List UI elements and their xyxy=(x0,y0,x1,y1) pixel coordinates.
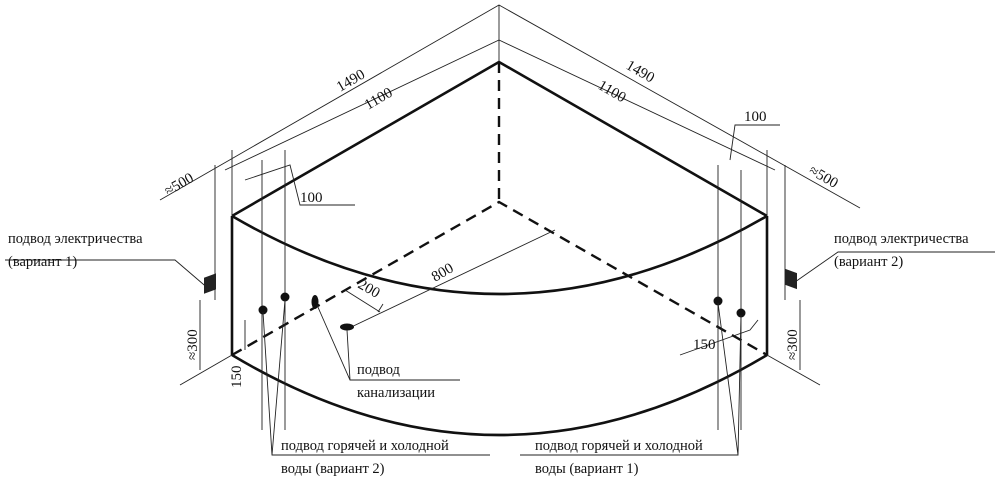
label-electric-1: подвод электричества xyxy=(8,231,143,247)
fixtures xyxy=(204,268,797,331)
electric-socket-1-icon xyxy=(204,273,216,294)
dim-right-inner: 1100 xyxy=(595,78,629,107)
hidden-bottom-edges xyxy=(231,200,768,357)
water-pipe-icon xyxy=(280,292,290,302)
label-electric-2-variant: (вариант 2) xyxy=(834,254,903,270)
drain-outlet-icon xyxy=(340,323,354,331)
dim-left-inner: 1100 xyxy=(362,85,396,114)
tub-bottom-front-arc xyxy=(231,353,768,437)
dim-left-300: ≈300 xyxy=(185,329,201,360)
leader-lines xyxy=(5,251,995,456)
dim-right-outer: 1490 xyxy=(623,58,657,87)
label-drain-2: канализации xyxy=(357,385,435,401)
label-electric-2: подвод электричества xyxy=(834,231,969,247)
tub-top-front-arc xyxy=(231,214,768,296)
label-water-1: подвод горячей и холодной xyxy=(535,438,703,454)
water-pipe-icon xyxy=(736,308,746,318)
label-water-1-variant: воды (вариант 1) xyxy=(535,461,639,477)
water-pipe-icon xyxy=(713,296,723,306)
dim-left-100: 100 xyxy=(300,190,323,206)
dim-left-500: ≈500 xyxy=(162,170,197,199)
label-water-2: подвод горячей и холодной xyxy=(281,438,449,454)
label-water-2-variant: воды (вариант 2) xyxy=(281,461,385,477)
dim-drain-800: 800 xyxy=(429,260,456,285)
dim-right-150: 150 xyxy=(693,337,716,353)
dim-right-300: ≈300 xyxy=(785,329,801,360)
dim-right-100: 100 xyxy=(744,109,767,125)
dim-drain-200: 200 xyxy=(355,277,382,302)
label-electric-1-variant: (вариант 1) xyxy=(8,254,77,270)
water-pipe-icon xyxy=(258,305,268,315)
label-drain: подвод xyxy=(357,362,401,378)
dim-left-150: 150 xyxy=(229,366,245,389)
dimension-lines xyxy=(159,4,861,430)
tub-outline xyxy=(230,60,769,437)
electric-socket-2-icon xyxy=(785,268,797,290)
dim-left-outer: 1490 xyxy=(334,67,368,96)
